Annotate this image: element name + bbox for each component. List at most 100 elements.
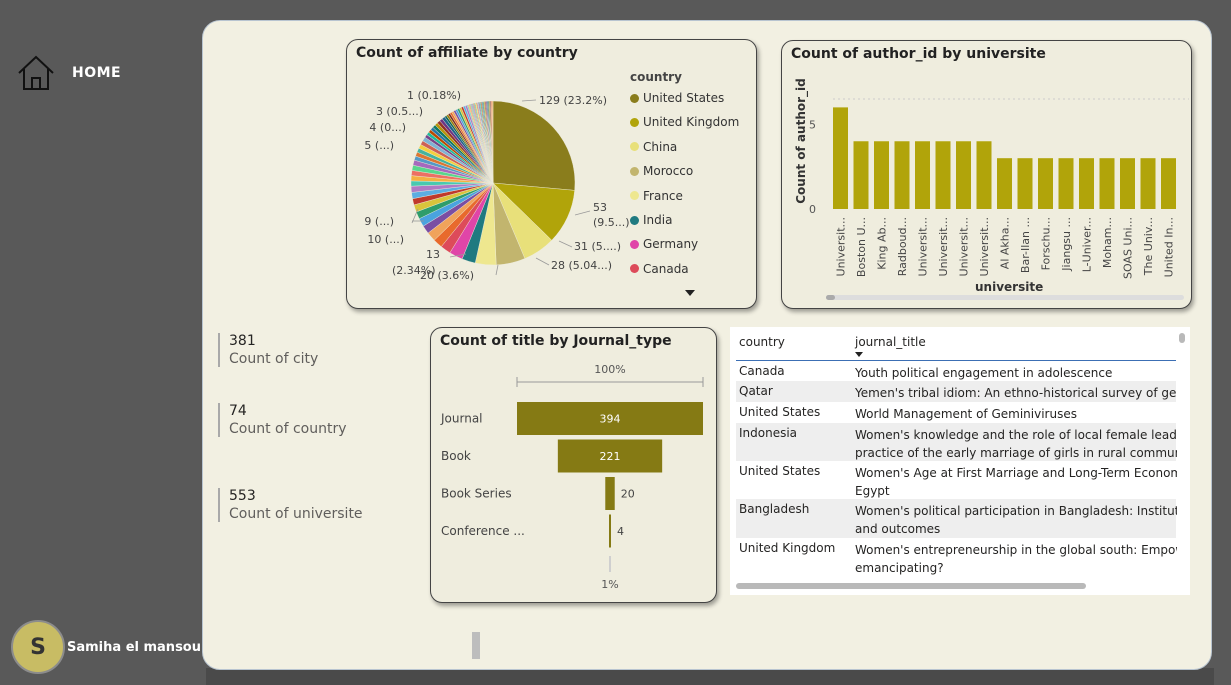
col-header-country[interactable]: country [739,335,785,349]
legend-swatch [630,117,639,127]
funnel-bar[interactable] [517,402,703,435]
legend-item[interactable]: France [630,189,683,203]
pie-data-label: 28 (5.04...) [551,259,612,272]
x-tick-label: King Ab... [876,217,889,270]
bar[interactable] [853,141,869,209]
funnel-value-label: 394 [600,413,621,426]
pie-data-label: 3 (0.5...) [376,105,423,118]
bar-scrollbar-thumb[interactable] [826,295,835,300]
x-tick-label: Bar-Ilan ... [1019,217,1032,273]
cell-country: United States [739,405,821,419]
bar[interactable] [1058,158,1074,209]
home-nav-button[interactable]: HOME [16,54,121,92]
pie-leader-line [495,264,499,276]
bar[interactable] [833,107,848,209]
kpi-city: 381 Count of city [218,333,318,367]
table-row[interactable]: United States World Management of Gemini… [736,402,1176,423]
table-row[interactable]: Canada Youth political engagement in ado… [736,361,1176,381]
pie-data-label: 31 (5....) [574,240,621,253]
bar[interactable] [915,141,930,209]
legend-item[interactable]: India [630,213,672,227]
table-row[interactable]: Indonesia Women's knowledge and the role… [736,423,1177,461]
funnel-bar[interactable] [605,477,615,510]
kpi-universite-value: 553 [229,488,256,504]
x-tick-label: L-Univer... [1081,217,1094,272]
funnel-bar[interactable] [557,439,663,473]
avatar: S [11,620,65,674]
funnel-bottom-marker [609,556,611,572]
table-horizontal-scrollbar[interactable] [736,583,1086,589]
cell-country: Bangladesh [739,502,810,516]
cell-journal-title-line1: Women's political participation in Bangl… [855,504,1177,518]
pie-slice[interactable] [491,100,494,184]
bar-chart-title: Count of author_id by universite [791,46,1046,62]
pie-data-label: 5 (...) [364,139,394,152]
kpi-universite: 553 Count of universite [218,488,363,522]
pie-chart-title: Count of affiliate by country [356,45,578,61]
bar[interactable] [1120,158,1135,209]
bar[interactable] [874,141,889,209]
pie-data-label: 53 [593,201,607,214]
legend-swatch [630,215,639,225]
table-row[interactable]: United States Women's Age at First Marri… [736,461,1177,500]
legend-swatch [630,264,639,274]
bar[interactable] [1140,158,1156,209]
legend-item[interactable]: Canada [630,262,689,276]
legend-item[interactable]: United Kingdom [630,115,739,129]
funnel-top-label: 100% [594,363,625,376]
legend-item[interactable]: Morocco [630,164,693,178]
legend-item[interactable]: United States [630,91,724,105]
col-header-journal-title[interactable]: journal_title [855,335,926,349]
pie-data-label: 10 (...) [367,233,404,246]
table-vertical-scrollbar[interactable] [1179,333,1185,343]
funnel-value-label: 20 [621,488,635,501]
kpi-country: 74 Count of country [218,403,347,437]
bar[interactable] [997,158,1012,209]
legend-label: France [643,188,683,203]
bar[interactable] [1038,158,1053,209]
user-profile[interactable]: S Samiha el mansouri [11,620,212,674]
funnel-bar[interactable] [609,514,611,548]
bar[interactable] [976,141,992,209]
legend-more-icon[interactable] [684,289,696,297]
x-tick-label: United In... [1163,217,1176,277]
cell-journal-title-line1: Women's Age at First Marriage and Long-T… [855,466,1177,480]
bar[interactable] [1017,158,1033,209]
funnel-bottom-label: 1% [601,578,618,591]
x-tick-label: Jiangsu ... [1060,217,1073,272]
table-row[interactable]: Bangladesh Women's political participati… [736,499,1177,538]
funnel-chart[interactable]: 100% Journal 394 Book 221 Book Series 20 Confer… [430,327,717,603]
pie-leader-line [574,210,591,216]
bar-scrollbar[interactable] [826,295,1184,300]
cell-country: Indonesia [739,426,798,440]
pie-slice[interactable] [492,100,576,191]
cell-country: United Kingdom [739,541,836,555]
legend-swatch [630,166,639,176]
y-tick-label: 5 [809,118,816,131]
sort-desc-icon[interactable] [854,351,864,358]
legend-swatch [630,191,639,201]
journal-table[interactable]: country journal_title Canada Youth polit… [730,327,1190,595]
cell-journal-title: Women's Age at First Marriage and Long-T… [855,464,1177,500]
bar[interactable] [894,141,910,209]
x-tick-label: SOAS Uni... [1122,217,1135,279]
bar[interactable] [935,141,951,209]
pie-chart[interactable]: 129 (23.2%) 53 (9.5...) 31 (5....) 28 (5.04.… [346,39,757,309]
cell-country: Canada [739,364,785,378]
legend-label: Germany [643,237,699,252]
bar[interactable] [1099,158,1115,209]
bar[interactable] [1161,158,1176,209]
table-row[interactable]: Qatar Yemen's tribal idiom: An ethno-his… [736,381,1177,402]
pie-data-label: 4 (0...) [369,121,406,134]
bar[interactable] [1079,158,1094,209]
bar[interactable] [956,141,971,209]
legend-item[interactable]: Germany [630,237,698,251]
bar-chart[interactable]: 0 5 Universit... Boston U... King Ab... Radbo… [781,40,1192,309]
pie-data-label: 20 (3.6%) [420,269,474,282]
x-tick-label: Moham... [1101,217,1114,268]
pie-data-label: 9 (...) [364,215,394,228]
legend-item[interactable]: China [630,140,677,154]
bar-x-axis-title: universite [975,280,1044,294]
table-row[interactable]: United Kingdom Women's entrepreneurship … [736,538,1177,578]
page-scroll-handle[interactable] [472,632,480,659]
